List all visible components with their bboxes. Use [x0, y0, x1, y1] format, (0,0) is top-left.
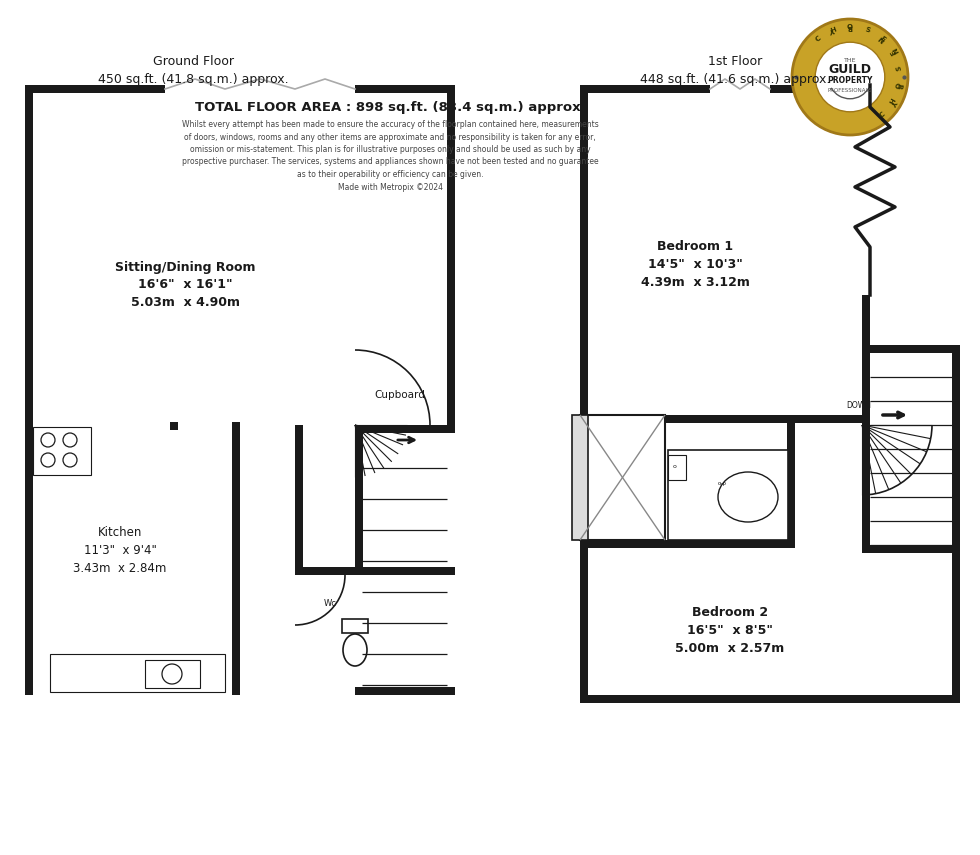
Text: Kitchen
11'3"  x 9'4"
3.43m  x 2.84m: Kitchen 11'3" x 9'4" 3.43m x 2.84m — [74, 526, 167, 575]
Text: S: S — [896, 65, 903, 71]
Bar — [580, 540, 588, 695]
Text: THE: THE — [844, 58, 857, 63]
Text: Cupboard: Cupboard — [374, 390, 425, 400]
Bar — [580, 415, 665, 540]
Bar — [33, 427, 91, 475]
Ellipse shape — [605, 444, 631, 476]
Bar — [862, 295, 870, 415]
Text: O: O — [896, 82, 903, 89]
Text: E: E — [878, 35, 886, 43]
Text: O: O — [847, 24, 853, 30]
Bar — [580, 85, 710, 93]
Bar — [787, 416, 795, 548]
Text: C: C — [814, 35, 822, 43]
Text: TOTAL FLOOR AREA : 898 sq.ft. (83.4 sq.m.) approx.: TOTAL FLOOR AREA : 898 sq.ft. (83.4 sq.m… — [195, 101, 585, 114]
Bar — [700, 465, 745, 500]
Bar — [787, 540, 795, 548]
Bar — [862, 345, 870, 553]
Bar — [580, 540, 795, 548]
Text: o: o — [673, 464, 677, 469]
Text: H: H — [829, 27, 837, 34]
Text: UP: UP — [378, 426, 389, 435]
Bar — [145, 660, 200, 688]
Bar — [25, 85, 165, 93]
Text: C: C — [878, 111, 886, 119]
Text: Bedroom 1
14'5"  x 10'3"
4.39m  x 3.12m: Bedroom 1 14'5" x 10'3" 4.39m x 3.12m — [641, 240, 750, 290]
Bar — [232, 422, 240, 430]
Text: N: N — [889, 48, 898, 56]
Text: Wc: Wc — [323, 598, 336, 608]
Bar — [355, 425, 363, 567]
Text: H: H — [889, 98, 898, 106]
Bar — [700, 465, 708, 548]
Bar — [170, 422, 178, 430]
Bar — [447, 85, 455, 425]
Bar — [862, 345, 960, 353]
Bar — [952, 540, 960, 695]
Circle shape — [792, 19, 908, 135]
Bar — [232, 430, 240, 695]
Bar — [770, 85, 870, 93]
Text: Whilst every attempt has been made to ensure the accuracy of the floorplan conta: Whilst every attempt has been made to en… — [181, 120, 599, 192]
Text: Ground Floor
450 sq.ft. (41.8 sq.m.) approx.: Ground Floor 450 sq.ft. (41.8 sq.m.) app… — [98, 55, 288, 86]
Circle shape — [815, 42, 885, 112]
Text: B: B — [848, 24, 853, 30]
Bar — [342, 619, 368, 633]
Bar — [295, 425, 303, 567]
Text: 1st Floor
448 sq.ft. (41.6 sq.m.) approx.: 1st Floor 448 sq.ft. (41.6 sq.m.) approx… — [640, 55, 830, 86]
Bar — [355, 425, 455, 433]
Ellipse shape — [343, 634, 367, 666]
Bar — [580, 695, 960, 703]
Bar — [580, 423, 588, 540]
Text: Bedroom 2
16'5"  x 8'5"
5.00m  x 2.57m: Bedroom 2 16'5" x 8'5" 5.00m x 2.57m — [675, 605, 785, 654]
Text: B: B — [896, 83, 903, 89]
Bar — [295, 567, 455, 575]
Text: E: E — [890, 49, 897, 56]
Bar — [862, 545, 960, 553]
Text: DOWN: DOWN — [846, 401, 871, 410]
Text: o-p: o-p — [717, 481, 726, 486]
Bar — [668, 450, 788, 540]
Bar — [668, 455, 686, 480]
Bar — [668, 540, 676, 548]
Bar — [700, 457, 795, 465]
Ellipse shape — [718, 472, 778, 522]
Bar — [355, 687, 455, 695]
Text: Y: Y — [829, 27, 836, 33]
Bar — [952, 345, 960, 553]
Bar — [355, 85, 455, 93]
Text: Sitting/Dining Room
16'6"  x 16'1"
5.03m  x 4.90m: Sitting/Dining Room 16'6" x 16'1" 5.03m … — [115, 261, 255, 310]
Text: N: N — [878, 34, 886, 43]
Bar — [580, 415, 870, 423]
Bar — [50, 654, 225, 692]
Text: S: S — [863, 27, 870, 33]
Bar — [604, 433, 632, 447]
Text: GUILD: GUILD — [828, 63, 871, 76]
Bar — [580, 85, 588, 415]
Text: PROFESSIONALS: PROFESSIONALS — [827, 87, 872, 92]
Bar — [25, 85, 33, 695]
Bar — [572, 415, 588, 540]
Text: Y: Y — [890, 98, 897, 106]
Text: PROPERTY: PROPERTY — [827, 76, 872, 86]
